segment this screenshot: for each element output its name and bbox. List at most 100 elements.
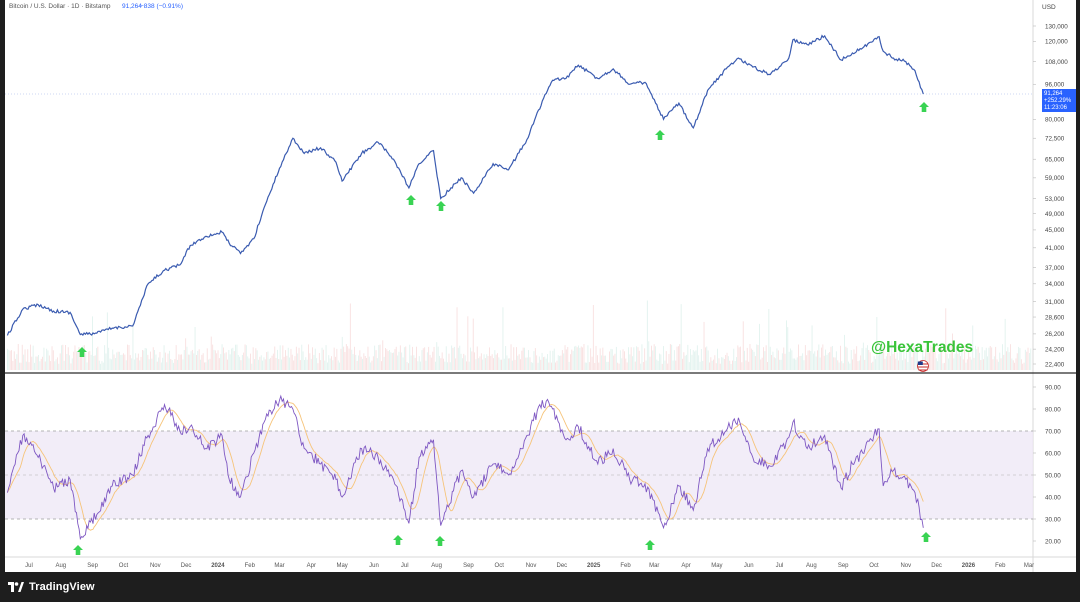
volume-bar <box>232 347 234 370</box>
volume-bar <box>570 354 571 370</box>
volume-bar <box>432 351 434 370</box>
up-arrow-icon <box>406 195 416 205</box>
volume-bar <box>1024 349 1026 370</box>
volume-bar <box>389 350 390 370</box>
volume-bar <box>534 348 536 370</box>
volume-bar <box>231 348 232 370</box>
volume-bar <box>889 355 891 370</box>
volume-bar <box>135 353 137 370</box>
volume-bar <box>505 346 507 370</box>
volume-bar <box>274 346 276 370</box>
volume-bar <box>568 361 570 370</box>
volume-bar <box>563 353 565 370</box>
tradingview-logo[interactable]: TradingView <box>8 580 95 594</box>
volume-bar <box>85 353 87 370</box>
volume-bar <box>574 346 575 370</box>
volume-bar <box>453 346 455 370</box>
volume-bar <box>36 356 38 370</box>
volume-bar <box>1018 346 1020 370</box>
volume-bar <box>82 345 84 370</box>
volume-bar <box>865 347 867 370</box>
volume-bar <box>510 344 512 370</box>
volume-bar <box>665 351 667 370</box>
volume-bar <box>59 353 61 370</box>
volume-bar <box>327 362 328 370</box>
volume-bar <box>486 354 488 370</box>
volume-bar <box>1006 351 1007 370</box>
volume-bar <box>638 350 640 370</box>
volume-bar <box>499 359 501 370</box>
volume-bar <box>467 316 469 370</box>
volume-bar <box>784 353 786 370</box>
volume-bar <box>942 363 944 370</box>
volume-bar <box>379 344 381 370</box>
volume-bar <box>173 362 174 370</box>
volume-bar <box>960 356 961 370</box>
volume-bar <box>583 344 585 370</box>
volume-bar <box>121 354 123 370</box>
volume-bar <box>470 347 471 370</box>
price-tick-label: 49,000 <box>1045 211 1065 218</box>
volume-bar <box>912 347 914 370</box>
volume-bar <box>371 360 373 370</box>
volume-bar <box>387 351 389 370</box>
volume-bar <box>880 347 882 370</box>
volume-bar <box>835 351 837 370</box>
volume-bar <box>679 344 681 370</box>
time-tick-label: Dec <box>181 563 192 569</box>
volume-bar <box>748 361 750 370</box>
time-tick-label: Dec <box>557 563 568 569</box>
volume-bar <box>950 345 952 370</box>
volume-bar <box>730 364 732 370</box>
volume-bar <box>46 348 48 370</box>
volume-bar <box>158 357 160 370</box>
volume-bar <box>209 358 211 370</box>
volume-bar <box>780 359 782 370</box>
rsi-tick-label: 30.00 <box>1045 516 1061 523</box>
volume-bar <box>686 354 687 370</box>
time-tick-label: Jul <box>776 563 784 569</box>
volume-bar <box>301 344 303 370</box>
volume-bar <box>872 361 874 370</box>
volume-bar <box>726 352 728 370</box>
volume-bar <box>359 350 361 370</box>
volume-bar <box>186 346 188 370</box>
volume-bar <box>12 360 14 370</box>
volume-bar <box>278 359 280 370</box>
volume-bar <box>806 355 808 370</box>
chart-canvas[interactable]: Bitcoin / U.S. Dollar · 1D · Bitstamp 91… <box>5 0 1078 572</box>
volume-bar <box>749 344 751 370</box>
volume-bar <box>228 350 230 370</box>
volume-bar <box>742 321 744 370</box>
volume-bar <box>333 347 335 370</box>
volume-bar <box>351 349 353 370</box>
footer-bar <box>0 572 1080 602</box>
volume-bar <box>667 363 669 370</box>
volume-bar <box>744 350 745 370</box>
volume-bar <box>771 355 772 370</box>
volume-bar <box>298 347 300 370</box>
volume-bar <box>943 362 945 370</box>
volume-bar <box>272 353 274 370</box>
volume-bar <box>578 345 579 370</box>
price-axis: 130,000 120,000 108,000 96,000 80,000 72,500 6… <box>1033 23 1068 368</box>
volume-bar <box>444 361 446 370</box>
volume-bar <box>426 352 428 370</box>
volume-bar <box>62 344 64 370</box>
volume-bar <box>838 362 840 370</box>
volume-bar <box>956 346 957 370</box>
volume-bar <box>217 350 219 370</box>
volume-bar <box>502 307 504 370</box>
volume-bar <box>345 344 347 370</box>
volume-bar <box>71 358 73 370</box>
volume-bar <box>1007 347 1009 370</box>
volume-bar <box>579 347 581 370</box>
volume-bar <box>768 309 770 370</box>
price-tick-label: 28,600 <box>1045 314 1065 321</box>
volume-bar <box>410 355 412 370</box>
volume-bar <box>597 355 598 370</box>
volume-bar <box>178 354 180 370</box>
volume-bar <box>313 354 315 370</box>
volume-bar <box>1000 358 1002 370</box>
volume-bar <box>147 354 149 370</box>
